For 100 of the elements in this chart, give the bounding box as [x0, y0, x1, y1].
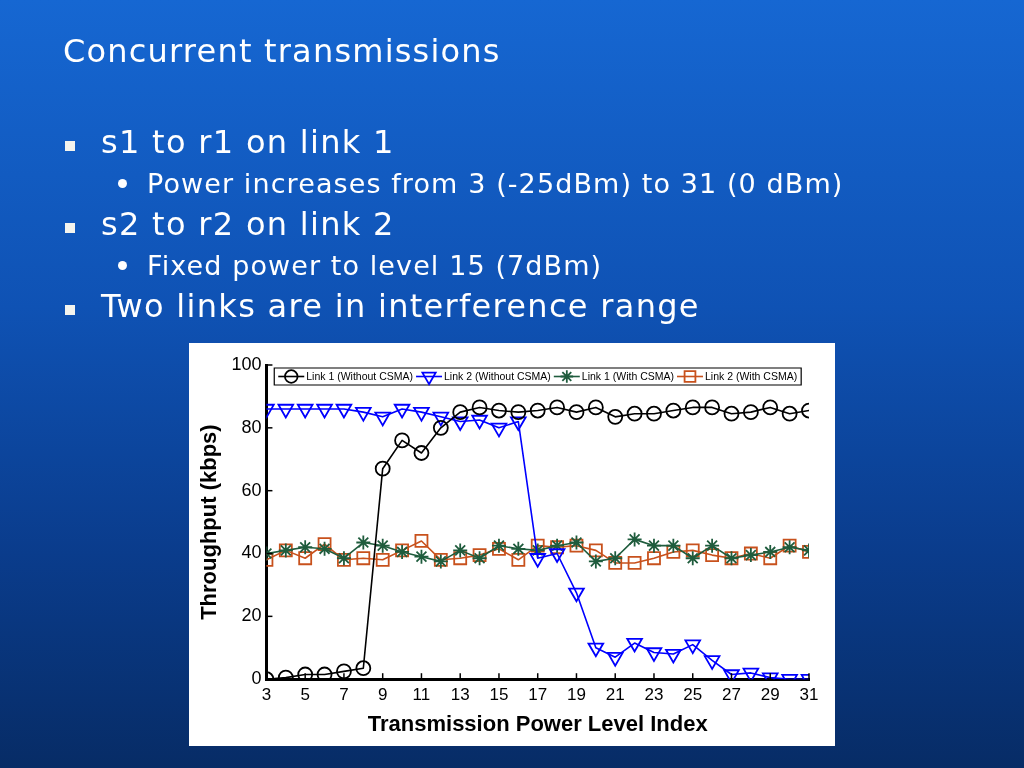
point [549, 399, 565, 416]
x-tick-label: 5 [300, 685, 310, 705]
point [607, 408, 624, 425]
point [568, 534, 585, 551]
point [356, 551, 371, 566]
point [684, 399, 701, 416]
point [705, 548, 720, 562]
point [490, 422, 508, 438]
x-tick-label: 23 [644, 685, 664, 705]
point [646, 537, 662, 554]
point [297, 666, 314, 680]
point [607, 550, 624, 567]
point [684, 550, 701, 567]
point [375, 552, 390, 567]
y-tick-label: 0 [251, 668, 262, 689]
point [587, 553, 604, 570]
point [452, 542, 469, 559]
point [414, 534, 429, 548]
x-tick-label: 7 [339, 685, 349, 705]
text: Power increases from 3 (-25dBm) to 31 (0 dBm) [147, 167, 844, 201]
point [665, 537, 682, 554]
legend-label: Link 2 (Without CSMA) [444, 369, 551, 382]
point [413, 406, 430, 422]
point [762, 399, 779, 416]
point [355, 406, 372, 422]
text: Fixed power to level 15 (7dBm) [147, 249, 603, 283]
point [608, 556, 623, 570]
point [723, 405, 740, 422]
x-tick-label: 9 [377, 685, 388, 705]
y-tick-label: 100 [231, 353, 262, 374]
point [492, 541, 506, 556]
point [451, 416, 469, 431]
text: s2 to r2 on link 2 [101, 204, 395, 245]
point [298, 551, 313, 566]
point [626, 405, 643, 422]
legend-label: Link 1 (Without CSMA) [306, 369, 414, 382]
point [317, 537, 332, 551]
point [781, 405, 798, 422]
x-tick-label: 29 [760, 685, 780, 705]
point [316, 540, 333, 557]
x-tick-label: 3 [261, 685, 272, 705]
point [374, 537, 391, 554]
point [587, 399, 604, 416]
point [316, 403, 333, 419]
x-tick-label: 11 [412, 685, 431, 705]
point [471, 414, 488, 430]
point [529, 402, 546, 419]
y-tick-label: 60 [241, 479, 262, 500]
chart-title: Concurrent transmissions [63, 31, 501, 71]
point [548, 548, 566, 563]
point [491, 402, 507, 419]
x-axis-title: Transmission Power Level Index [367, 710, 709, 736]
point [393, 403, 411, 419]
y-tick-label: 80 [241, 416, 262, 437]
point [471, 550, 488, 567]
legend-label: Link 2 (With CSMA) [705, 369, 798, 382]
point [355, 660, 372, 677]
x-tick-label: 15 [489, 685, 509, 705]
point [297, 539, 314, 556]
x-tick-label: 17 [528, 685, 548, 705]
point [646, 405, 662, 422]
x-tick-label: 21 [605, 685, 625, 705]
point [742, 404, 759, 421]
x-tick-label: 13 [450, 685, 470, 705]
point [316, 666, 333, 680]
point [529, 542, 546, 559]
point [335, 403, 353, 419]
y-tick-label: 40 [241, 542, 262, 563]
point [394, 432, 410, 449]
point [647, 551, 661, 566]
point [510, 540, 527, 557]
y-tick-label: 20 [241, 605, 262, 626]
point [374, 411, 391, 427]
point [510, 404, 527, 421]
text: s1 to r1 on link 1 [101, 122, 395, 163]
point [432, 419, 449, 436]
point [568, 404, 585, 421]
point [413, 548, 430, 565]
x-tick-label: 31 [799, 685, 819, 705]
point [471, 399, 488, 416]
point [277, 403, 295, 419]
point [472, 548, 487, 562]
point [452, 404, 469, 421]
point [665, 402, 682, 419]
point [704, 399, 721, 416]
point [569, 538, 584, 553]
point [374, 460, 391, 477]
point [742, 667, 760, 680]
point [510, 416, 527, 431]
legend-label: Link 1 (With CSMA) [581, 369, 674, 382]
point [491, 537, 507, 554]
point [685, 543, 700, 558]
y-axis-title: Throughput (kbps) [196, 424, 222, 620]
x-tick-label: 25 [683, 685, 703, 705]
point [511, 552, 526, 567]
point [296, 403, 314, 419]
point [530, 538, 545, 553]
text: Two links are in interference range [101, 286, 700, 327]
point [355, 534, 372, 551]
point [704, 537, 721, 554]
